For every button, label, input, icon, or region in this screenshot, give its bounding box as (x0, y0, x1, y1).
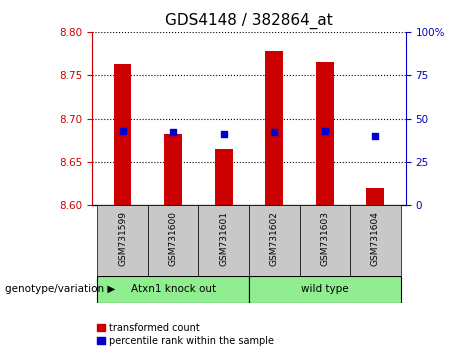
Bar (350, 205, 401, 276)
Text: wild type: wild type (301, 284, 349, 295)
Text: GSM731599: GSM731599 (118, 211, 127, 266)
Bar (97, 276, 249, 303)
Text: genotype/variation ▶: genotype/variation ▶ (5, 284, 115, 295)
Bar (198, 205, 249, 276)
Text: GSM731602: GSM731602 (270, 211, 279, 266)
Point (321, 128, 329, 133)
Bar (97, 205, 148, 276)
Text: Atxn1 knock out: Atxn1 knock out (130, 284, 216, 295)
Bar (316, 62, 334, 205)
Text: GSM731603: GSM731603 (320, 211, 329, 266)
Bar (366, 188, 384, 205)
Point (220, 131, 227, 137)
Bar (164, 134, 182, 205)
Point (169, 130, 177, 135)
Point (271, 130, 278, 135)
Bar (300, 205, 350, 276)
Bar (249, 276, 401, 303)
Bar (249, 205, 300, 276)
Title: GDS4148 / 382864_at: GDS4148 / 382864_at (165, 13, 333, 29)
Legend: transformed count, percentile rank within the sample: transformed count, percentile rank withi… (97, 323, 274, 346)
Point (119, 128, 126, 133)
Bar (114, 64, 131, 205)
Text: GSM731604: GSM731604 (371, 211, 380, 266)
Text: GSM731600: GSM731600 (169, 211, 177, 266)
Bar (215, 149, 232, 205)
Bar (266, 51, 283, 205)
Point (372, 133, 379, 139)
Text: GSM731601: GSM731601 (219, 211, 228, 266)
Bar (148, 205, 198, 276)
